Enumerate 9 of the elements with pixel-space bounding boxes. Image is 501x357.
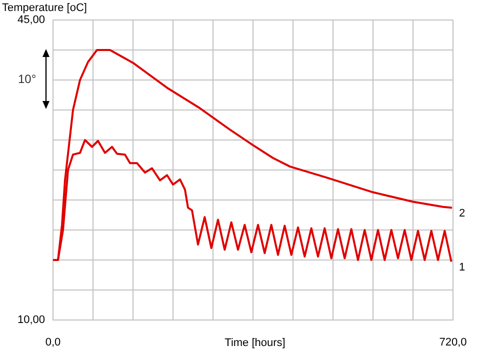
y-tick-label: 45,00 <box>17 14 45 26</box>
text: 10° <box>18 72 36 86</box>
x-tick-label: 720,0 <box>439 336 467 349</box>
series-label: 1 <box>459 262 466 274</box>
x-tick-label: 0,0 <box>45 336 61 349</box>
x-axis-title: Time [hours] <box>224 337 286 350</box>
series-label: 2 <box>459 208 466 220</box>
y-tick-label: 10,00 <box>17 314 45 326</box>
y-axis-title: Temperature [oC] <box>2 2 87 14</box>
